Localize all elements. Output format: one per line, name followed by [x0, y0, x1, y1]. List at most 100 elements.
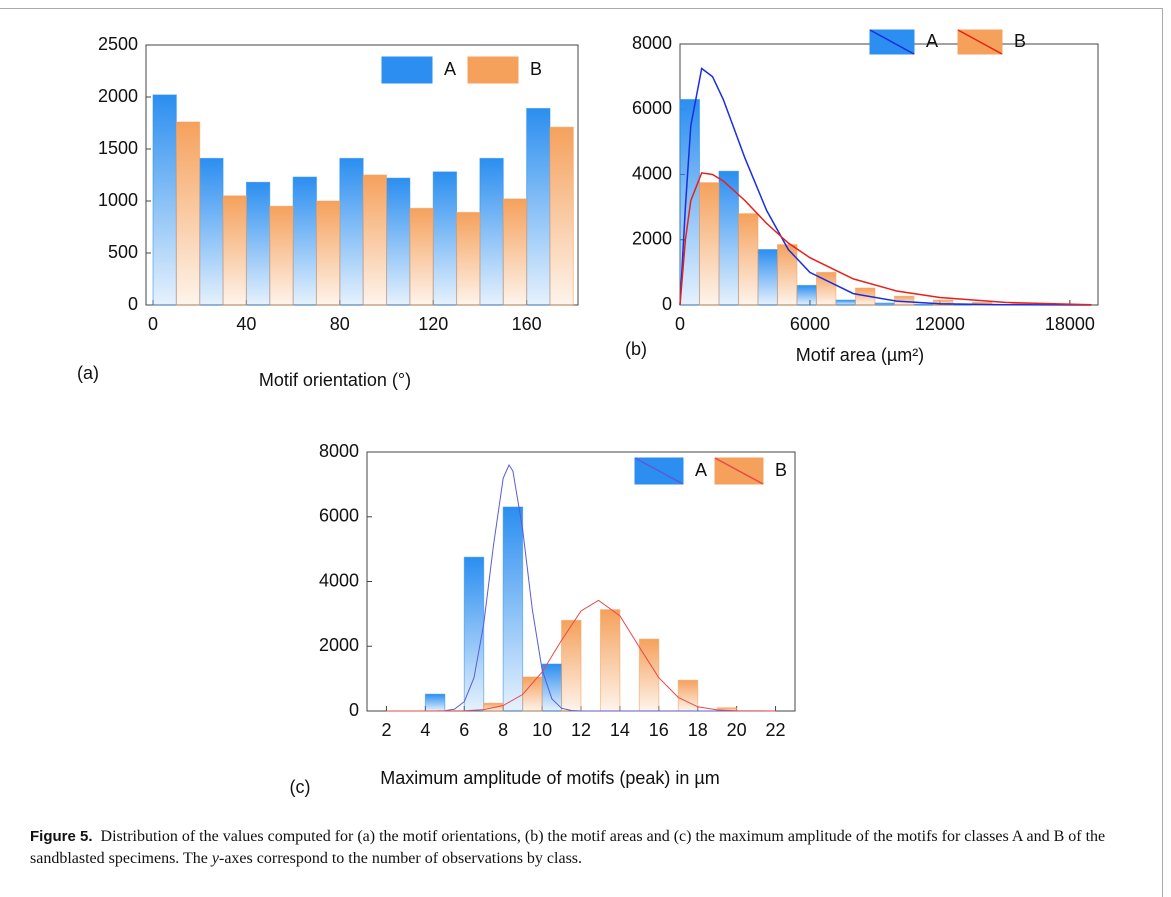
x-tick-label: 10 — [532, 720, 552, 740]
y-tick-label: 2500 — [98, 34, 138, 54]
legend-line — [634, 457, 684, 485]
x-tick-label: 2 — [381, 720, 391, 740]
x-axis-label: Maximum amplitude of motifs (peak) in µm — [380, 768, 719, 788]
legend-label: B — [1014, 31, 1026, 51]
bar — [913, 303, 934, 306]
bar — [245, 181, 271, 306]
caption-label: Figure 5. — [30, 828, 93, 845]
legend-label: A — [926, 31, 938, 51]
panel-label: (b) — [625, 339, 647, 359]
x-tick-label: 4 — [420, 720, 430, 740]
x-tick-label: 18000 — [1045, 314, 1095, 334]
bar — [599, 609, 621, 712]
x-tick-label: 8 — [498, 720, 508, 740]
bar — [456, 211, 481, 306]
bar — [526, 107, 551, 306]
bar — [757, 249, 778, 306]
panel-label: (c) — [290, 777, 311, 797]
bar — [502, 506, 524, 712]
caption-text: Distribution of the values computed for … — [30, 828, 1106, 867]
legend-label: A — [695, 460, 707, 480]
bar — [362, 174, 388, 306]
x-tick-label: 16 — [649, 720, 669, 740]
bar — [339, 157, 364, 306]
x-tick-label: 14 — [610, 720, 630, 740]
panel-label: (a) — [77, 363, 99, 383]
y-tick-label: 500 — [108, 242, 138, 262]
bar — [424, 693, 446, 712]
y-tick-label: 4000 — [319, 570, 359, 590]
legend-swatch — [381, 56, 433, 84]
x-tick-label: 12 — [571, 720, 591, 740]
caption-italic: y — [211, 850, 219, 867]
bar — [409, 207, 434, 306]
y-tick-label: 2000 — [98, 86, 138, 106]
legend-line — [714, 457, 764, 485]
bar — [541, 663, 563, 712]
y-tick-label: 0 — [662, 294, 672, 314]
bar — [175, 121, 201, 306]
y-tick-label: 8000 — [632, 33, 672, 53]
bar — [737, 213, 759, 306]
y-tick-label: 1500 — [98, 138, 138, 158]
y-tick-label: 1000 — [98, 190, 138, 210]
fit-curve — [386, 599, 776, 712]
bar — [796, 284, 817, 306]
x-tick-label: 22 — [766, 720, 786, 740]
y-tick-label: 6000 — [319, 506, 359, 526]
bar — [152, 94, 177, 306]
bar — [835, 299, 856, 306]
bar — [638, 638, 660, 712]
frame — [0, 8, 1163, 897]
x-axis-label: Motif area (µm²) — [796, 345, 924, 365]
x-tick-label: 120 — [418, 314, 448, 334]
bar — [479, 157, 504, 306]
fit-curve — [679, 172, 1092, 306]
bar — [386, 177, 411, 306]
x-tick-label: 40 — [236, 314, 256, 334]
y-tick-label: 2000 — [632, 229, 672, 249]
bar — [932, 299, 954, 306]
x-tick-label: 18 — [688, 720, 708, 740]
y-tick-label: 6000 — [632, 98, 672, 118]
legend-line — [869, 29, 915, 55]
legend-line — [957, 29, 1003, 55]
x-tick-label: 80 — [330, 314, 350, 334]
bar — [815, 271, 837, 306]
bar — [522, 676, 543, 712]
bar — [561, 619, 582, 712]
x-axis-label: Motif orientation (°) — [259, 370, 411, 390]
x-tick-label: 0 — [675, 314, 685, 334]
x-tick-label: 160 — [512, 314, 542, 334]
legend-swatch — [467, 56, 519, 84]
bar — [874, 302, 895, 306]
bar — [502, 198, 528, 306]
caption-text: -axes correspond to the number of observ… — [219, 850, 583, 867]
bar — [222, 195, 247, 306]
caption: Figure 5. Distribution of the values com… — [30, 826, 1140, 870]
bar — [698, 182, 720, 306]
bar — [269, 205, 294, 306]
legend-label: B — [530, 59, 542, 79]
fit-curve — [679, 67, 1092, 306]
x-tick-label: 12000 — [915, 314, 965, 334]
bar — [315, 200, 341, 306]
fit-curve — [386, 463, 776, 712]
legend-label: B — [775, 460, 787, 480]
x-tick-label: 0 — [148, 314, 158, 334]
bar — [549, 126, 574, 306]
bar — [432, 171, 458, 306]
bar — [199, 157, 224, 306]
bar — [854, 287, 876, 306]
legend-label: A — [444, 59, 456, 79]
x-tick-label: 20 — [727, 720, 747, 740]
y-tick-label: 8000 — [319, 441, 359, 461]
bar — [677, 679, 699, 712]
x-tick-label: 6 — [459, 720, 469, 740]
y-tick-label: 0 — [128, 294, 138, 314]
bar — [463, 556, 485, 712]
bar — [292, 176, 317, 306]
y-tick-label: 2000 — [319, 635, 359, 655]
